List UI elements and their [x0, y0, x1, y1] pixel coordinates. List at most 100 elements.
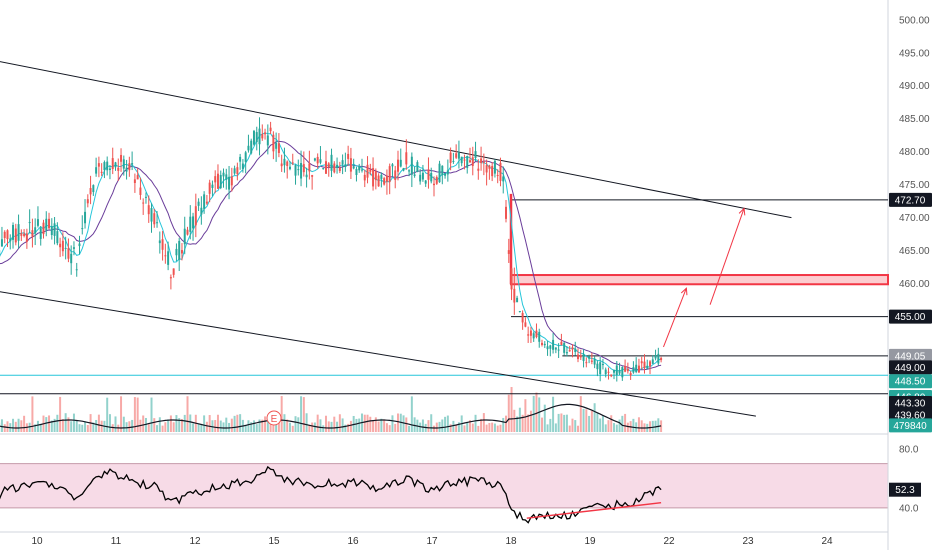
candle-body — [198, 202, 200, 206]
candle-body — [591, 361, 593, 362]
candle-body — [566, 352, 568, 353]
volume-bar — [170, 415, 172, 432]
candle-body — [322, 168, 324, 169]
candle-body — [616, 366, 618, 376]
volume-bar — [433, 426, 435, 432]
volume-bar — [339, 414, 341, 432]
volume-bar — [472, 424, 474, 432]
volume-bar — [555, 423, 557, 432]
volume-bar — [466, 422, 468, 432]
candle-body — [652, 359, 654, 363]
volume-bar — [303, 397, 305, 432]
volume-bar — [159, 417, 161, 432]
candle-body — [319, 159, 321, 162]
candle-body — [151, 208, 153, 222]
candle-body — [444, 173, 446, 176]
candle-body — [602, 364, 604, 365]
volume-bar — [486, 425, 488, 432]
volume-bar — [574, 420, 576, 432]
candle-body — [325, 161, 327, 174]
volume-bar — [538, 397, 540, 432]
volume-bar — [151, 398, 153, 432]
price-tick-label: 470.00 — [899, 213, 930, 224]
candle-body — [267, 135, 269, 145]
volume-bar — [607, 420, 609, 432]
candle-body — [214, 176, 216, 182]
volume-bar — [527, 414, 529, 432]
volume-bar — [239, 414, 241, 432]
candle-body — [391, 164, 393, 166]
candle-body — [48, 219, 50, 228]
volume-bar — [602, 415, 604, 432]
volume-bar — [142, 415, 144, 432]
candle-body — [613, 370, 615, 373]
volume-bar — [408, 426, 410, 432]
volume-bar — [380, 419, 382, 432]
volume-bar — [375, 417, 377, 432]
candle-body — [115, 162, 117, 167]
candle-body — [607, 372, 609, 373]
volume-bar — [519, 408, 521, 432]
candle-body — [660, 358, 662, 360]
volume-bar — [372, 421, 374, 432]
candle-body — [361, 170, 363, 171]
candle-body — [533, 333, 535, 338]
date-tick-label: 10 — [31, 536, 43, 547]
volume-bar — [364, 415, 366, 432]
candle-body — [386, 176, 388, 182]
candle-body — [411, 157, 413, 175]
volume-bar — [414, 417, 416, 432]
volume-bar — [391, 415, 393, 432]
candle-body — [416, 162, 418, 172]
volume-bar — [319, 419, 321, 432]
candle-body — [67, 248, 69, 259]
candle-body — [167, 251, 169, 265]
candle-body — [297, 169, 299, 170]
candle-body — [646, 366, 648, 369]
volume-bar — [59, 397, 61, 432]
candle-body — [292, 162, 294, 163]
volume-bar — [322, 425, 324, 432]
volume-bar — [524, 399, 526, 432]
candle-body — [480, 158, 482, 163]
date-tick-label: 11 — [111, 536, 122, 547]
candle-body — [641, 361, 643, 363]
volume-bar — [583, 409, 585, 432]
candle-body — [164, 255, 166, 256]
candle-body — [328, 163, 330, 167]
candle-body — [145, 197, 147, 198]
candle-body — [560, 342, 562, 345]
candle-body — [45, 219, 47, 230]
candle-body — [9, 238, 11, 241]
price-tick-label: 475.00 — [899, 180, 930, 191]
candle-body — [92, 185, 94, 192]
candle-body — [378, 176, 380, 187]
candle-body — [400, 160, 402, 167]
volume-bar — [123, 417, 125, 432]
candle-body — [306, 175, 308, 177]
candle-body — [242, 164, 244, 169]
volume-bar — [580, 396, 582, 432]
volume-bar — [311, 423, 313, 432]
volume-bar — [652, 421, 654, 432]
volume-bar — [325, 416, 327, 432]
candle-body — [112, 158, 114, 169]
candle-body — [657, 354, 659, 364]
volume-bar — [439, 422, 441, 432]
candle-body — [289, 167, 291, 169]
volume-bar — [206, 422, 208, 432]
candle-body — [450, 153, 452, 163]
candle-body — [621, 367, 623, 377]
volume-bar — [342, 418, 344, 432]
volume-bar — [502, 418, 504, 432]
volume-bar — [616, 425, 618, 432]
volume-bar — [220, 421, 222, 432]
volume-bar — [549, 419, 551, 432]
candle-body — [463, 160, 465, 161]
candle-body — [12, 225, 14, 240]
candle-body — [461, 157, 463, 163]
candle-body — [455, 153, 457, 157]
candle-body — [638, 366, 640, 373]
